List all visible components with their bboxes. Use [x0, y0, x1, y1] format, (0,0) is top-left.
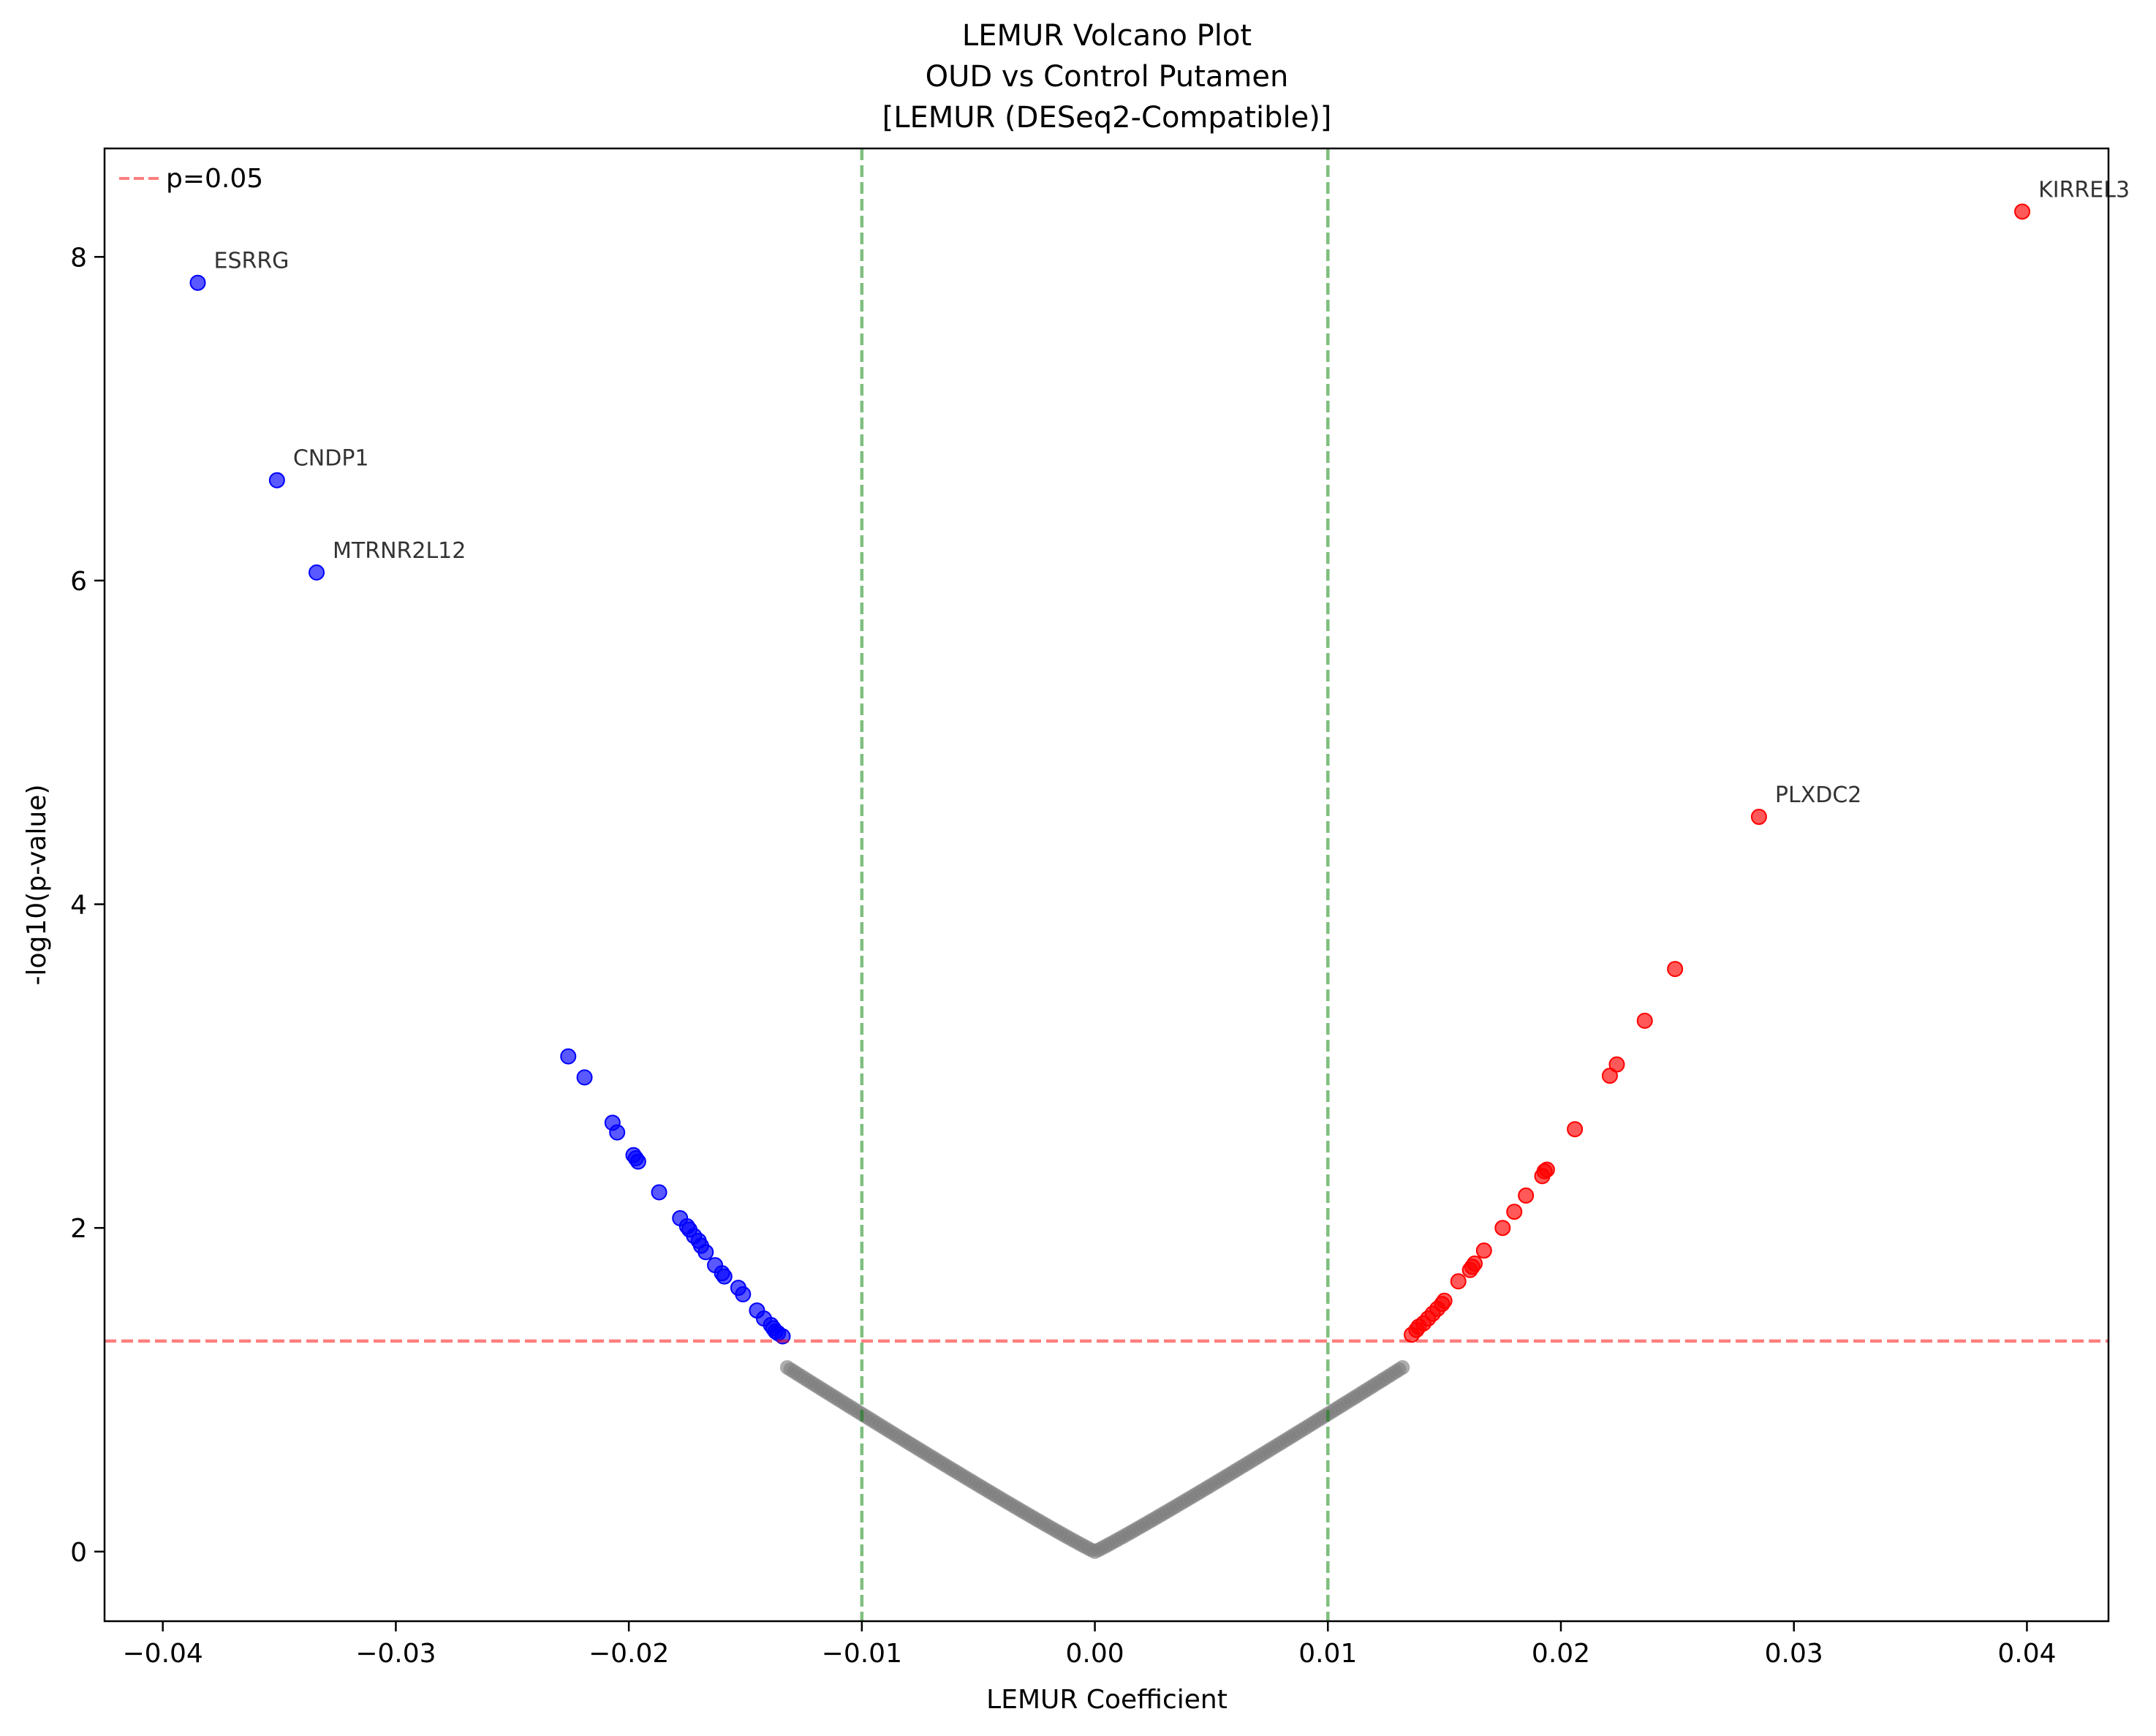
- y-tick-label: 8: [70, 243, 87, 273]
- point-down: [609, 1124, 626, 1141]
- point-down: [560, 1048, 577, 1065]
- point-down: [576, 1069, 593, 1086]
- point-up: [1450, 1273, 1467, 1290]
- legend-label-pvalue: p=0.05: [166, 164, 263, 194]
- point-down: [716, 1268, 733, 1285]
- labeled-genes: ESRRG CNDP1 MTRNR2L12 KIRREL3 PLXDC2: [189, 177, 2130, 826]
- legend: p=0.05: [119, 164, 263, 194]
- point-up: [1461, 1261, 1478, 1278]
- x-tick-label: −0.02: [589, 1639, 669, 1669]
- chart-title-line-2: OUD vs Control Putamen: [926, 60, 1289, 94]
- gene-label-kirrel3: KIRREL3: [2038, 177, 2130, 203]
- series-ns: [779, 1360, 1410, 1559]
- y-axis-label: -log10(p-value): [22, 785, 52, 986]
- x-tick-label: 0.00: [1065, 1639, 1124, 1669]
- x-tick-label: 0.04: [1997, 1639, 2056, 1669]
- point-esrrg: [189, 274, 206, 291]
- point-up: [1475, 1242, 1492, 1259]
- point-cndp1: [268, 472, 285, 488]
- point-down: [697, 1244, 714, 1261]
- gene-label-plxdc2: PLXDC2: [1775, 782, 1862, 808]
- gene-label-cndp1: CNDP1: [293, 446, 369, 472]
- y-axis-ticks: 0 2 4 6 8: [70, 243, 105, 1568]
- point-up: [1534, 1168, 1551, 1185]
- point-up: [1667, 961, 1684, 978]
- point-up: [1608, 1056, 1625, 1073]
- series-down: [560, 1048, 791, 1345]
- y-tick-label: 4: [70, 891, 87, 921]
- point-up: [1636, 1012, 1653, 1029]
- x-tick-label: −0.01: [822, 1639, 902, 1669]
- point-up: [1494, 1220, 1511, 1237]
- x-axis-label: LEMUR Coefficient: [986, 1685, 1228, 1715]
- point-mtrnr2l12: [309, 564, 325, 581]
- point-down: [629, 1153, 646, 1170]
- plot-area: ESRRG CNDP1 MTRNR2L12 KIRREL3 PLXDC2: [105, 148, 2130, 1621]
- point-up: [1567, 1121, 1584, 1138]
- point-down: [651, 1184, 667, 1201]
- point-up: [1518, 1187, 1535, 1204]
- point-kirrel3: [2014, 203, 2031, 220]
- y-tick-label: 6: [70, 567, 87, 597]
- x-tick-label: 0.01: [1298, 1639, 1357, 1669]
- x-axis-ticks: −0.04 −0.03 −0.02 −0.01 0.00 0.01 0.02 0.03 0.04: [123, 1621, 2057, 1669]
- point-up: [1601, 1068, 1618, 1084]
- plot-frame: [103, 147, 2110, 1623]
- point-down: [735, 1286, 752, 1302]
- point-up: [1404, 1326, 1421, 1343]
- x-tick-label: 0.03: [1765, 1639, 1823, 1669]
- x-tick-label: −0.03: [355, 1639, 436, 1669]
- gene-label-esrrg: ESRRG: [213, 249, 289, 274]
- chart-title-line-1: LEMUR Volcano Plot: [962, 19, 1252, 53]
- point-plxdc2: [1750, 809, 1767, 826]
- chart-title-line-3: [LEMUR (DESeq2-Compatible)]: [882, 101, 1332, 135]
- gene-label-mtrnr2l12: MTRNR2L12: [333, 538, 466, 564]
- y-tick-label: 0: [70, 1538, 87, 1568]
- x-tick-label: 0.02: [1532, 1639, 1590, 1669]
- x-tick-label: −0.04: [123, 1639, 203, 1669]
- point-up: [1506, 1204, 1523, 1220]
- series-up: [1404, 961, 1684, 1343]
- y-tick-label: 2: [70, 1214, 87, 1244]
- point-ns: [1395, 1360, 1410, 1375]
